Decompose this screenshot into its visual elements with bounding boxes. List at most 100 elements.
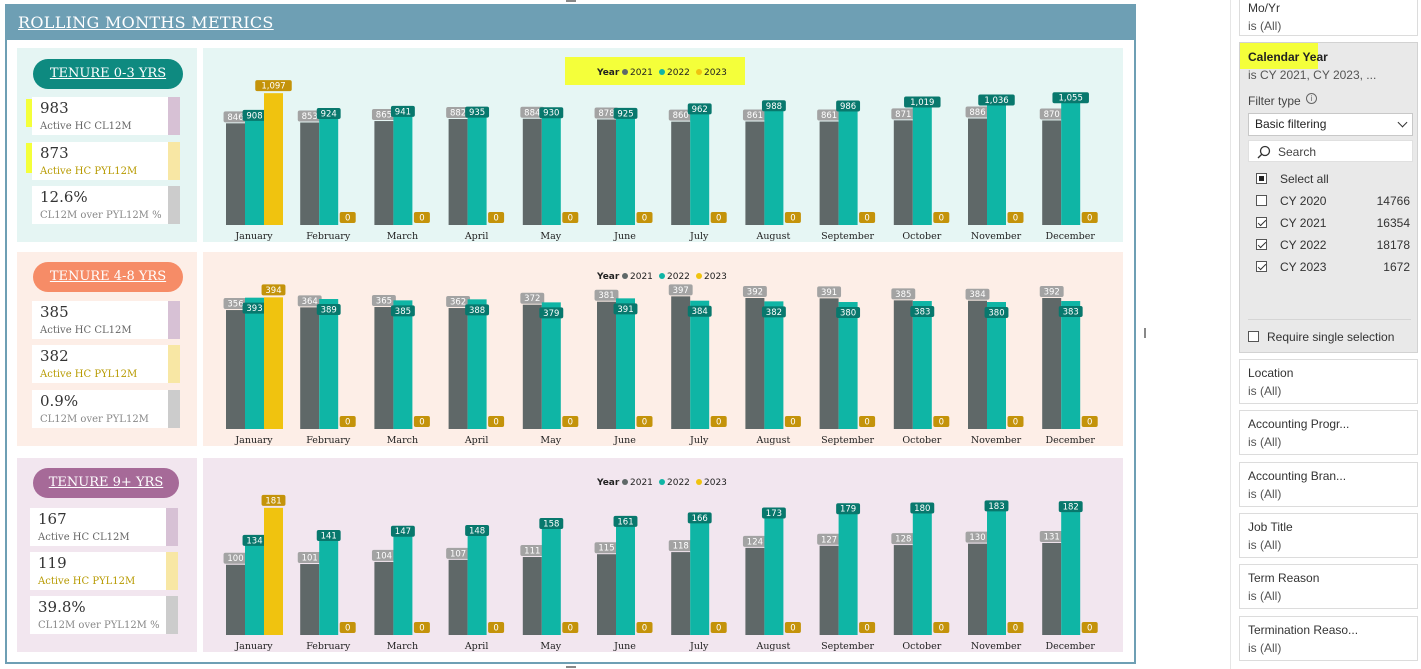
require-single-selection-checkbox[interactable]: Require single selection — [1248, 329, 1418, 347]
tenure-4-8-button[interactable]: TENURE 4-8 YRS — [33, 262, 183, 292]
kpi-value: 12.6% — [40, 188, 88, 206]
checkbox[interactable] — [1256, 261, 1267, 272]
legend-title: Year — [596, 272, 620, 282]
bar-2022 — [1061, 98, 1081, 225]
checkbox[interactable] — [1256, 239, 1267, 250]
data-label: 364 — [302, 297, 318, 307]
bar-2022 — [541, 113, 561, 225]
filter-card-mo-yr[interactable]: Mo/Yr is (All) — [1239, 0, 1418, 36]
data-label-bg — [784, 416, 801, 427]
data-label: 0 — [1087, 214, 1092, 224]
x-tick-label: November — [971, 435, 1022, 446]
checkbox[interactable] — [1256, 173, 1267, 184]
data-label-bg — [562, 416, 579, 427]
data-label: 0 — [493, 624, 498, 634]
x-tick-label: January — [234, 231, 273, 242]
kpi-label: Active HC CL12M — [40, 121, 132, 132]
select-all-checkbox[interactable]: Select all — [1256, 171, 1410, 189]
filter-card-calendar-year[interactable]: Calendar Year is CY 2021, CY 2023, ... F… — [1239, 42, 1418, 353]
data-label: 860 — [673, 111, 689, 121]
kpi-color-strip — [168, 301, 180, 339]
data-label-bg — [520, 106, 545, 118]
kpi-label: Active HC PYL12M — [38, 576, 136, 587]
data-label: 0 — [716, 624, 721, 634]
tenure-0-3-button[interactable]: TENURE 0-3 YRS — [33, 59, 183, 89]
data-label-bg — [413, 622, 430, 633]
filter-card-location[interactable]: Location is (All) — [1239, 359, 1418, 404]
bar-2023 — [264, 297, 283, 429]
data-label-bg — [636, 416, 653, 427]
data-label-bg — [488, 212, 505, 223]
filter-card-accounting-branch[interactable]: Accounting Bran... is (All) — [1239, 462, 1418, 507]
legend-label: 2021 — [630, 68, 653, 78]
data-label-bg — [1058, 501, 1083, 513]
filter-card-termination-reason[interactable]: Termination Reaso... is (All) — [1239, 616, 1418, 661]
info-icon[interactable]: i — [1306, 93, 1317, 104]
bar-chart-tenure-0-3: Year 2021 2022 2023 846 908 1,097 January 853 924… — [223, 68, 1098, 242]
filter-title: Job Title — [1248, 520, 1293, 534]
data-label: 147 — [395, 527, 411, 537]
option-cy-2021[interactable]: CY 2021 16354 — [1256, 215, 1410, 233]
legend-marker — [696, 273, 702, 279]
checkbox[interactable] — [1248, 331, 1259, 342]
bar-2021 — [819, 298, 839, 429]
resize-handle[interactable] — [566, 666, 576, 668]
checkbox[interactable] — [1256, 217, 1267, 228]
data-label-bg — [1039, 530, 1064, 542]
data-label-bg — [636, 622, 653, 633]
resize-handle[interactable] — [566, 0, 576, 2]
data-label-bg — [488, 416, 505, 427]
data-label: 871 — [895, 110, 911, 120]
bar-2021 — [1042, 120, 1062, 225]
legend-marker — [696, 479, 702, 485]
data-label: 1,055 — [1059, 94, 1083, 104]
bar-2021 — [226, 123, 245, 225]
x-tick-label: March — [387, 641, 418, 652]
data-label: 0 — [568, 214, 573, 224]
filter-subtitle: is (All) — [1248, 19, 1282, 33]
resize-handle[interactable] — [1144, 328, 1146, 338]
search-input[interactable]: Search — [1248, 140, 1413, 162]
bar-2023 — [264, 507, 283, 635]
bar-2022 — [467, 112, 487, 225]
data-label: 0 — [864, 418, 869, 428]
filter-title: Termination Reaso... — [1248, 623, 1359, 637]
data-label: 383 — [914, 308, 930, 318]
data-label: 380 — [840, 309, 856, 319]
bar-2022 — [690, 518, 710, 635]
report-canvas: ROLLING MONTHS METRICS TENURE 0-3 YRS TE… — [5, 4, 1136, 664]
data-label: 381 — [598, 291, 614, 301]
data-label-bg — [1081, 622, 1098, 633]
kpi-card: 385 Active HC CL12M — [32, 301, 180, 339]
data-label: 0 — [642, 418, 647, 428]
checkbox[interactable] — [1256, 195, 1267, 206]
filter-card-job-title[interactable]: Job Title is (All) — [1239, 513, 1418, 558]
data-label: 391 — [821, 288, 837, 298]
option-cy-2023[interactable]: CY 2023 1672 — [1256, 259, 1410, 277]
data-label: 853 — [302, 112, 318, 122]
data-label-bg — [562, 622, 579, 633]
data-label-bg — [836, 100, 861, 112]
filter-card-accounting-program[interactable]: Accounting Progr... is (All) — [1239, 410, 1418, 455]
data-label-bg — [933, 416, 950, 427]
option-cy-2022[interactable]: CY 2022 18178 — [1256, 237, 1410, 255]
data-label: 397 — [673, 286, 689, 296]
tenure-9-plus-button[interactable]: TENURE 9+ YRS — [33, 468, 179, 498]
data-label: 372 — [524, 294, 540, 304]
x-tick-label: May — [540, 435, 561, 446]
data-label: 1,019 — [910, 98, 934, 108]
legend-label: 2021 — [630, 478, 653, 488]
data-label: 115 — [598, 544, 614, 554]
kpi-card: 12.6% CL12M over PYL12M % — [32, 186, 180, 224]
data-label-bg — [371, 295, 396, 307]
data-label-bg — [488, 622, 505, 633]
data-label-bg — [1007, 212, 1024, 223]
data-label-bg — [836, 307, 861, 319]
data-label: 0 — [642, 624, 647, 634]
x-tick-label: March — [387, 231, 418, 242]
filter-type-dropdown[interactable]: Basic filtering — [1248, 113, 1413, 136]
filter-card-term-reason[interactable]: Term Reason is (All) — [1239, 564, 1418, 609]
filter-subtitle: is (All) — [1248, 538, 1282, 552]
bar-2022 — [393, 531, 413, 635]
option-cy-2020[interactable]: CY 2020 14766 — [1256, 193, 1410, 211]
